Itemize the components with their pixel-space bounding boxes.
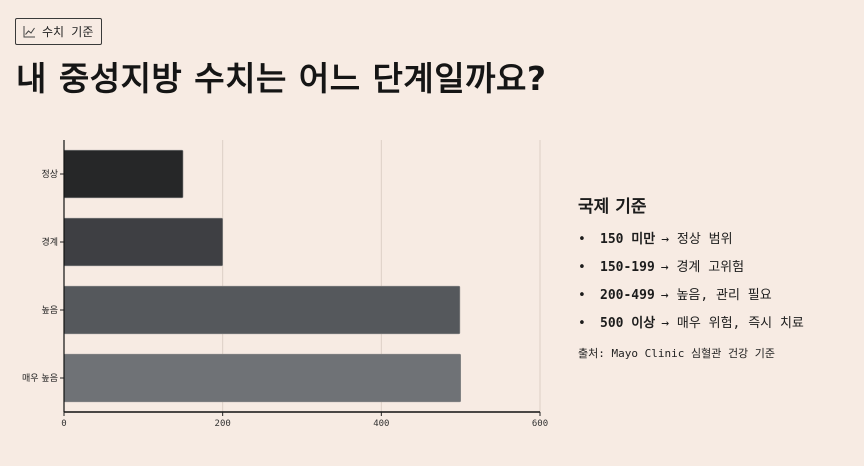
- criteria-item: • 150-199 → 경계 고위험: [578, 261, 858, 275]
- criteria-value: 150-199: [600, 260, 655, 275]
- x-tick-label: 0: [61, 419, 66, 429]
- page-title: 내 중성지방 수치는 어느 단계일까요?: [16, 59, 547, 98]
- bar: [63, 149, 184, 199]
- criteria-desc: → 매우 위험, 즉시 치료: [661, 316, 804, 331]
- y-tick-label: 경계: [41, 236, 58, 248]
- criteria-value: 200-499: [600, 288, 655, 303]
- criteria-heading: 국제 기준: [578, 197, 647, 217]
- criteria-list: • 150 미만 → 정상 범위 • 150-199 → 경계 고위험 • 20…: [578, 233, 858, 331]
- criteria-item: • 200-499 → 높음, 관리 필요: [578, 289, 858, 303]
- badge-label: 수치 기준: [42, 25, 94, 39]
- x-tick-label: 600: [532, 419, 548, 429]
- criteria-panel: 국제 기준 • 150 미만 → 정상 범위 • 150-199 → 경계 고위…: [578, 192, 858, 361]
- bullet-icon: •: [578, 232, 586, 247]
- x-tick-label: 200: [215, 419, 231, 429]
- criteria-desc: → 경계 고위험: [660, 260, 745, 275]
- criteria-item: • 150 미만 → 정상 범위: [578, 233, 858, 247]
- bar: [63, 353, 461, 403]
- chart-type-badge: 수치 기준: [15, 18, 103, 45]
- y-tick-label: 정상: [41, 169, 58, 180]
- criteria-value: 500 이상: [600, 316, 656, 331]
- x-tick-label: 400: [373, 419, 389, 429]
- y-tick-label: 매우 높음: [22, 373, 58, 384]
- criteria-desc: → 높음, 관리 필요: [660, 288, 772, 303]
- criteria-item: • 500 이상 → 매우 위험, 즉시 치료: [578, 317, 858, 331]
- line-chart-icon: [23, 26, 35, 38]
- bar: [63, 285, 461, 335]
- source-note: 출처: Mayo Clinic 심혈관 건강 기준: [578, 347, 776, 360]
- bullet-icon: •: [578, 260, 586, 275]
- bullet-icon: •: [578, 288, 586, 303]
- y-tick-label: 높음: [41, 305, 58, 316]
- bullet-icon: •: [578, 316, 586, 331]
- bar: [63, 217, 223, 267]
- criteria-desc: → 정상 범위: [661, 232, 733, 247]
- criteria-value: 150 미만: [600, 232, 656, 247]
